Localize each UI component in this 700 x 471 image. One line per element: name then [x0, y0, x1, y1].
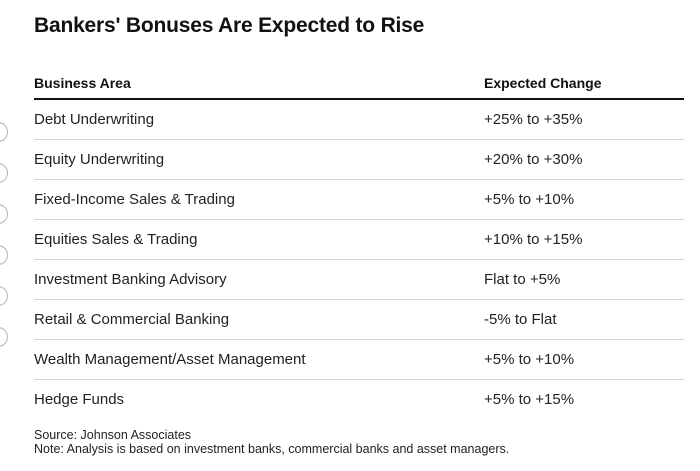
business-area-cell: Investment Banking Advisory	[34, 271, 227, 288]
business-area-cell: Hedge Funds	[34, 391, 125, 408]
table-footer: Source: Johnson Associates Note: Analysi…	[34, 428, 509, 456]
table-row: Investment Banking Advisory Flat to +5%	[34, 260, 684, 300]
expected-change-cell: +20% to +30%	[484, 151, 583, 168]
business-area-cell: Equities Sales & Trading	[34, 231, 198, 248]
table-row: Debt Underwriting +25% to +35%	[34, 100, 684, 140]
table-row: Equity Underwriting +20% to +30%	[34, 140, 684, 180]
business-area-cell: Fixed-Income Sales & Trading	[34, 191, 235, 208]
expected-change-cell: +5% to +10%	[484, 351, 575, 368]
business-area-cell: Wealth Management/Asset Management	[34, 351, 306, 368]
circle-button[interactable]	[0, 204, 8, 224]
circle-button[interactable]	[0, 245, 8, 265]
table-row: Hedge Funds +5% to +15%	[34, 380, 684, 419]
header-business-area: Business Area	[34, 74, 131, 91]
circle-button[interactable]	[0, 286, 8, 306]
table-row: Wealth Management/Asset Management +5% t…	[34, 340, 684, 380]
table-row: Equities Sales & Trading +10% to +15%	[34, 220, 684, 260]
header-expected-change: Expected Change	[484, 74, 602, 91]
expected-change-cell: Flat to +5%	[484, 271, 561, 288]
circle-button[interactable]	[0, 327, 8, 347]
business-area-cell: Retail & Commercial Banking	[34, 311, 230, 328]
table-header: Business Area Expected Change	[34, 67, 684, 100]
expected-change-cell: +5% to +10%	[484, 191, 575, 208]
business-area-cell: Debt Underwriting	[34, 111, 155, 128]
bonus-table: Business Area Expected Change Debt Under…	[34, 67, 684, 419]
expected-change-cell: +25% to +35%	[484, 111, 583, 128]
edge-controls	[0, 122, 10, 368]
expected-change-cell: -5% to Flat	[484, 311, 557, 328]
page-title: Bankers' Bonuses Are Expected to Rise	[34, 14, 425, 37]
business-area-cell: Equity Underwriting	[34, 151, 165, 168]
analysis-note: Note: Analysis is based on investment ba…	[34, 442, 510, 456]
expected-change-cell: +10% to +15%	[484, 231, 583, 248]
table-row: Retail & Commercial Banking -5% to Flat	[34, 300, 684, 340]
circle-button[interactable]	[0, 122, 8, 142]
table-row: Fixed-Income Sales & Trading +5% to +10%	[34, 180, 684, 220]
expected-change-cell: +5% to +15%	[484, 391, 575, 408]
source-note: Source: Johnson Associates	[34, 428, 192, 442]
circle-button[interactable]	[0, 163, 8, 183]
